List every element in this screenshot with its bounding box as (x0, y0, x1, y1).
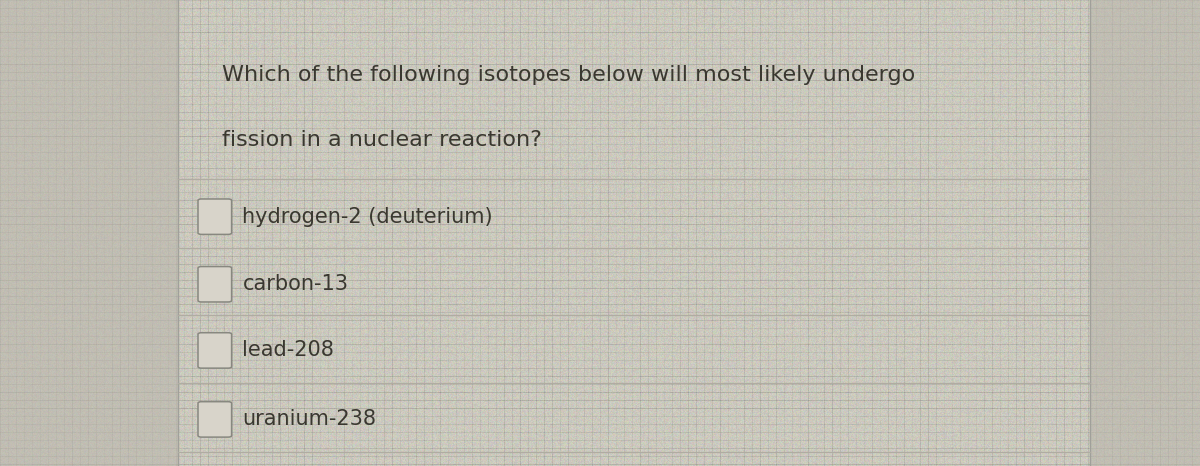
Text: carbon-13: carbon-13 (242, 274, 348, 294)
FancyBboxPatch shape (198, 267, 232, 302)
FancyBboxPatch shape (198, 333, 232, 368)
FancyBboxPatch shape (198, 402, 232, 437)
Text: hydrogen-2 (deuterium): hydrogen-2 (deuterium) (242, 207, 493, 226)
Text: lead-208: lead-208 (242, 341, 335, 360)
Text: fission in a nuclear reaction?: fission in a nuclear reaction? (222, 130, 542, 150)
Bar (0, 0, 178, 466)
Bar (1090, 0, 1200, 466)
Text: uranium-238: uranium-238 (242, 410, 377, 429)
Text: Which of the following isotopes below will most likely undergo: Which of the following isotopes below wi… (222, 65, 916, 84)
FancyBboxPatch shape (198, 199, 232, 234)
